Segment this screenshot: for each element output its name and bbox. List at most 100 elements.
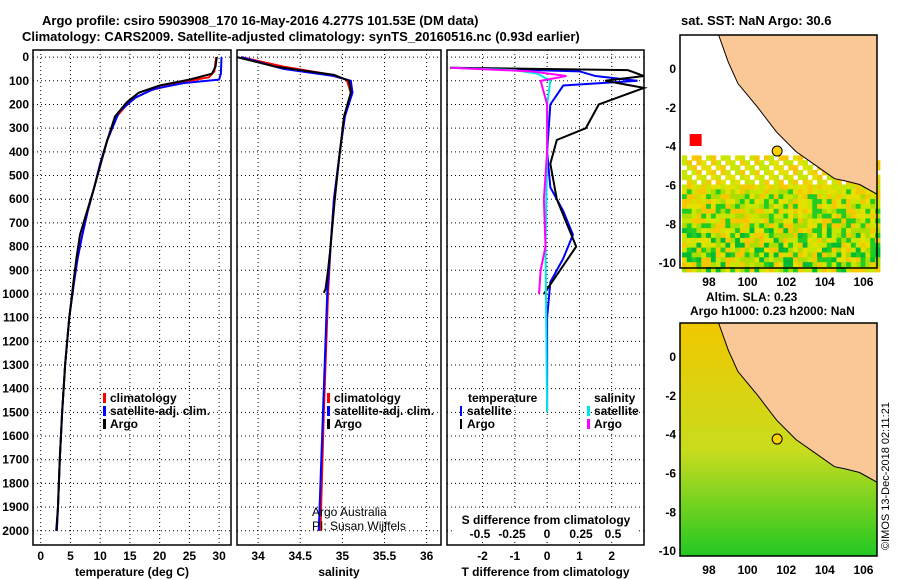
sst-pixel [744,213,751,219]
sst-pixel [821,179,828,186]
sst-pixel [821,233,828,239]
sst-pixel [768,189,775,195]
sst-pixel [865,228,871,234]
sst-pixel [836,199,842,205]
sst-pixel [720,213,726,219]
sst-pixel [691,218,697,224]
sst-pixel [802,208,808,215]
sst-pixel [706,267,712,273]
sst-pixel [739,242,746,249]
sst-pixel [812,267,818,273]
sst-pixel [744,247,751,253]
sst-pixel [768,247,775,253]
sst-pixel [749,208,755,215]
y-tick-label: 2000 [2,524,29,538]
sst-pixel [841,267,847,273]
sst-pixel [865,208,871,215]
sst-pixel [754,262,760,268]
sst-pixel [797,233,804,239]
sst-pixel [730,218,736,224]
sst-pixel [754,228,760,234]
sst-pixel [773,242,779,249]
sst-pixel [681,218,688,224]
sst-pixel [850,213,857,219]
sst-pixel [802,267,808,273]
sst-pixel [725,252,731,258]
sst-pixel [807,179,813,186]
sst-pixel [807,257,813,263]
sst-pixel [846,233,852,239]
sst-pixel [841,233,847,239]
sst-pixel [860,252,866,258]
sst-pixel [735,155,741,161]
sst-pixel [691,184,697,190]
y-tick-label: 500 [9,169,29,183]
sst-pixel [831,189,837,195]
sst-pixel [759,257,765,263]
sst-pixel [701,160,707,166]
sst-pixel [783,267,789,273]
sst-pixel [754,257,760,263]
sst-pixel [821,208,828,215]
sst-pixel [701,184,707,190]
sst-pixel [725,262,731,268]
legend-s-title: salinity [594,391,636,405]
sst-pixel [812,208,818,215]
y-tick-label: 1100 [3,311,29,325]
sst-pixel [826,262,833,268]
sst-pixel [778,208,784,215]
sst-pixel [759,184,765,190]
sst-pixel [778,267,784,273]
sst-pixel [725,242,731,249]
legend-label: satellite [467,404,512,418]
sst-pixel [754,194,760,200]
sst-pixel [686,218,693,224]
sst-pixel [691,165,697,171]
sst-pixel [855,233,862,239]
sst-pixel [807,218,813,224]
sst-pixel [850,194,857,200]
legend-label: Argo [594,417,622,431]
sst-pixel [739,184,746,190]
sst-pixel [792,203,799,210]
sst-pixel [754,267,760,273]
sst-pixel [725,218,731,224]
sst-pixel [764,208,770,215]
sst-pixel [720,257,726,263]
sst-pixel [836,189,842,195]
series-line-s-argo [450,66,567,295]
sst-pixel [778,203,784,210]
sst-pixel [788,165,794,171]
sst-pixel [686,267,693,273]
sst-pixel [696,262,702,268]
sst-pixel [715,194,722,200]
sst-pixel [826,267,833,273]
sst-pixel [696,257,702,263]
sst-pixel [689,134,702,147]
sst-pixel [846,184,852,190]
sst-pixel [715,233,722,239]
sst-pixel [764,165,770,171]
sst-pixel [735,262,741,268]
sst-pixel [730,247,736,253]
sst-pixel [730,233,736,239]
sst-pixel [788,218,794,224]
sst-pixel [846,228,852,234]
sst-pixel [773,252,779,258]
sst-pixel [817,242,823,249]
sst-pixel [778,213,784,219]
sst-pixel [715,223,722,229]
salinity-panel: 34 34.5 35 35.5 36 salinity climatologysatelli… [236,49,442,579]
sst-pixel [701,233,707,239]
sst-pixel [725,233,731,239]
sst-pixel [865,233,871,239]
sst-pixel [846,262,852,268]
sst-pixel [802,213,808,219]
sst-pixel [841,203,847,210]
sst-pixel [768,223,775,229]
sst-pixel [720,179,726,186]
sst-pixel [720,247,726,253]
y-tick-label: 700 [9,216,29,230]
sst-pixel [773,203,779,210]
sst-pixel [701,189,707,195]
